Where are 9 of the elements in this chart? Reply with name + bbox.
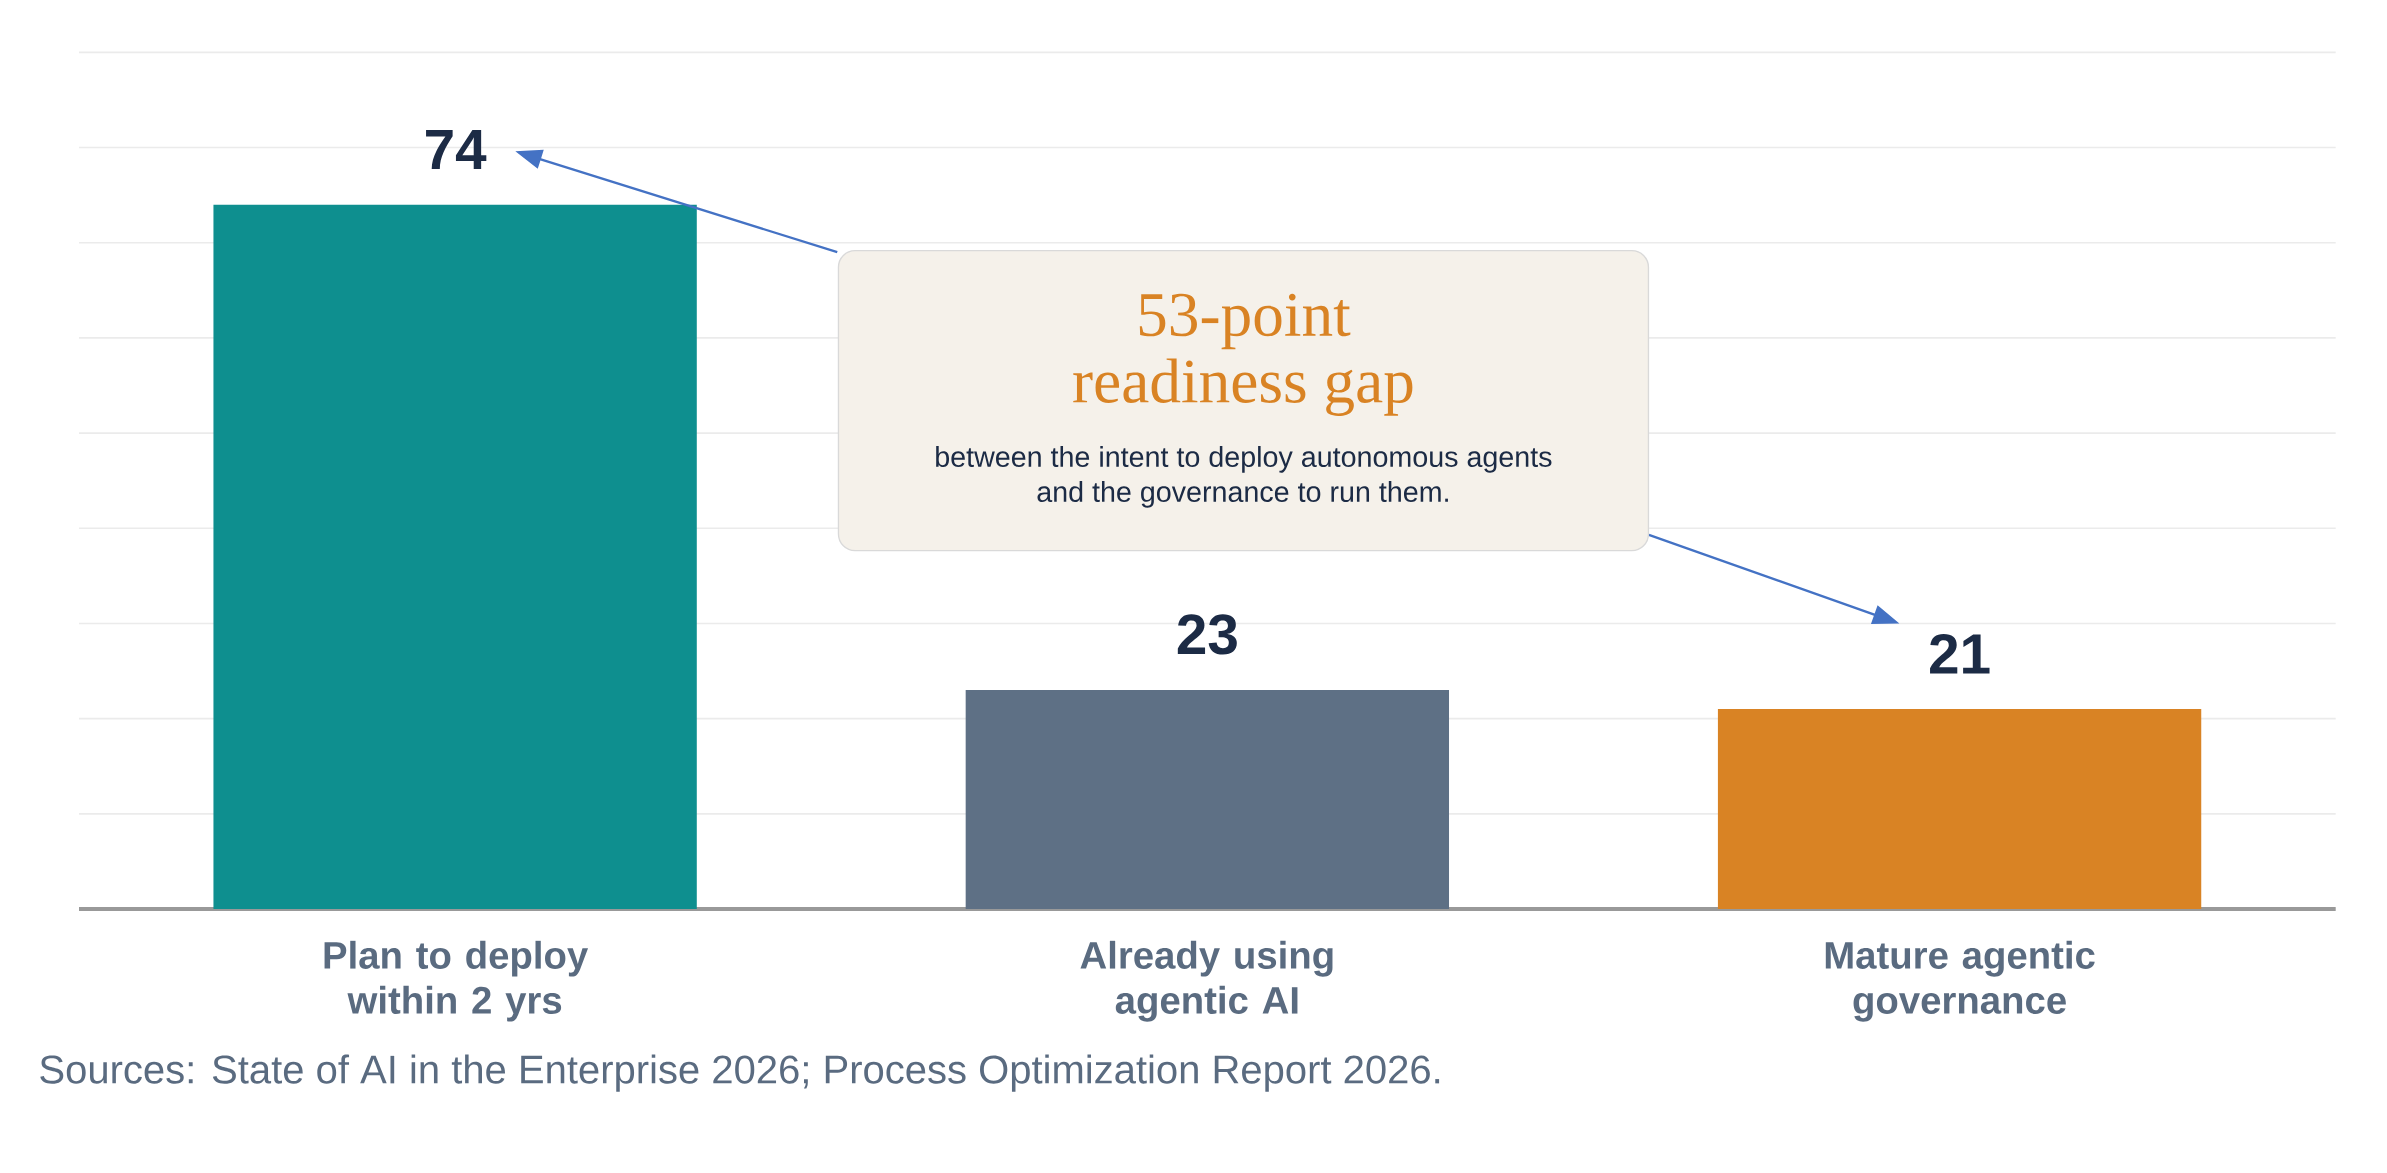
data-label: 21 xyxy=(1930,633,1990,674)
x-tick-label: Mature agentic governance xyxy=(1825,940,2095,1022)
source-note: Sources: State of AI in the Enterprise 2026; Process Optimization Report 2026. xyxy=(40,1054,1440,1092)
annotation: between the intent to deploy autonomous agents and the governance to run them. xyxy=(936,446,1552,508)
data-label: 74 xyxy=(426,130,487,170)
data-label: 23 xyxy=(1177,614,1237,655)
x-tick-label: Already using agentic AI xyxy=(1080,940,1333,1022)
x-tick-label: Plan to deploy within 2 yrs xyxy=(324,940,589,1022)
annotation: 53-point readiness gap xyxy=(1073,293,1413,416)
